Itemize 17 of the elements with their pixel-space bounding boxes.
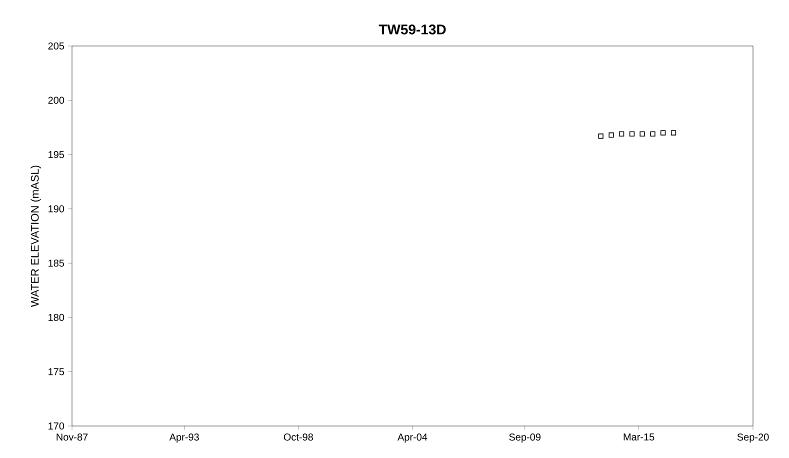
y-tick-label: 205	[48, 42, 64, 50]
x-tick-label: Nov-87	[56, 434, 88, 441]
y-tick-label: 195	[48, 151, 64, 158]
x-tick-label: Sep-09	[509, 434, 541, 443]
y-tick-label: 180	[48, 314, 64, 321]
y-tick-label: 190	[48, 205, 64, 212]
x-tick-label: Mar-15	[624, 434, 654, 441]
y-tick-label: 175	[48, 368, 64, 376]
y-tick-label: 200	[48, 96, 64, 104]
y-tick-label: 170	[48, 422, 64, 430]
chart-title: TW59-13D	[378, 24, 446, 34]
x-tick-label: Apr-93	[169, 434, 199, 443]
x-tick-label: Apr-04	[397, 434, 428, 443]
x-tick-label: Sep-20	[737, 434, 769, 443]
y-tick-label: 185	[48, 260, 64, 267]
y-axis-title: WATER ELEVATION (mASL)	[30, 166, 41, 307]
x-tick-label: Oct-98	[284, 434, 313, 441]
